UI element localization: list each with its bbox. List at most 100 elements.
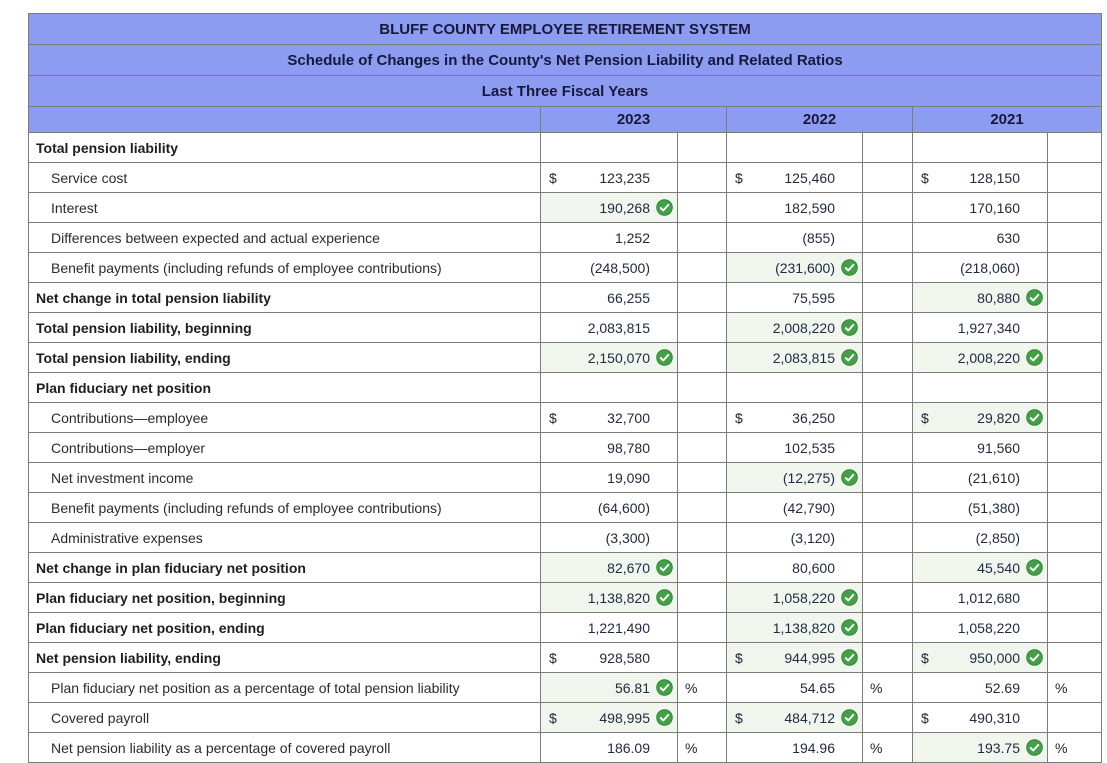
spacer-cell: [1046, 372, 1103, 403]
value-cell[interactable]: $498,995: [540, 702, 678, 733]
value-cell[interactable]: 1,012,680: [912, 582, 1048, 613]
value-cell-content: (21,610): [914, 464, 1046, 491]
value-cell[interactable]: 19,090: [540, 462, 678, 493]
table-row: Net investment income 19,090 (12,275) (21,6…: [28, 462, 1103, 493]
currency-symbol: $: [921, 649, 929, 666]
value-cell[interactable]: 1,138,820: [726, 612, 863, 643]
value-cell: [726, 132, 863, 163]
spacer-cell: [862, 462, 913, 493]
value-cell[interactable]: 45,540: [912, 552, 1048, 583]
value-cell[interactable]: 80,600: [726, 552, 863, 583]
percent-cell: %: [677, 672, 727, 703]
value-cell[interactable]: 56.81: [540, 672, 678, 703]
cell-value: 484,712: [784, 709, 835, 726]
value-cell[interactable]: 2,150,070: [540, 342, 678, 373]
title-row-2: Schedule of Changes in the County's Net …: [27, 44, 1103, 76]
cell-value: 1,221,490: [587, 619, 650, 636]
value-cell[interactable]: 2,008,220: [912, 342, 1048, 373]
value-cell[interactable]: 82,670: [540, 552, 678, 583]
spacer-cell: [677, 192, 727, 223]
value-cell[interactable]: (218,060): [912, 252, 1048, 283]
value-cell[interactable]: 52.69: [912, 672, 1048, 703]
row-label: Plan fiduciary net position as a percent…: [28, 672, 541, 703]
spacer-cell: [862, 402, 913, 433]
spacer-cell: [677, 222, 727, 253]
value-cell[interactable]: $29,820: [912, 402, 1048, 433]
correct-check-icon: [838, 619, 858, 636]
cell-value: (12,275): [782, 469, 835, 486]
value-cell[interactable]: $950,000: [912, 642, 1048, 673]
correct-check-icon: [1023, 349, 1043, 366]
table-header: BLUFF COUNTY EMPLOYEE RETIREMENT SYSTEM …: [27, 13, 1103, 133]
table-period-caption: Last Three Fiscal Years: [27, 75, 1103, 107]
value-cell-content: (3,120): [728, 524, 861, 551]
value-cell[interactable]: 54.65: [726, 672, 863, 703]
value-cell[interactable]: $32,700: [540, 402, 678, 433]
value-cell[interactable]: 1,221,490: [540, 612, 678, 643]
value-cell-content: $484,712: [728, 704, 861, 731]
value-cell[interactable]: $125,460: [726, 162, 863, 193]
value-cell[interactable]: 80,880: [912, 282, 1048, 313]
value-cell[interactable]: 1,927,340: [912, 312, 1048, 343]
cell-value: 54.65: [799, 679, 835, 696]
value-cell[interactable]: 2,008,220: [726, 312, 863, 343]
value-cell-content: (2,850): [914, 524, 1046, 551]
currency-symbol: $: [549, 709, 557, 726]
value-cell[interactable]: 1,058,220: [726, 582, 863, 613]
table-row: Net change in plan fiduciary net positio…: [28, 552, 1103, 583]
value-cell[interactable]: $36,250: [726, 402, 863, 433]
value-cell[interactable]: 98,780: [540, 432, 678, 463]
value-cell[interactable]: 170,160: [912, 192, 1048, 223]
value-cell[interactable]: (51,380): [912, 492, 1048, 523]
spacer-cell: [1046, 702, 1103, 733]
value-cell[interactable]: (3,120): [726, 522, 863, 553]
value-cell[interactable]: 66,255: [540, 282, 678, 313]
cell-value: (64,600): [597, 499, 650, 516]
value-cell[interactable]: $123,235: [540, 162, 678, 193]
value-cell[interactable]: 630: [912, 222, 1048, 253]
value-cell-content: (51,380): [914, 494, 1046, 521]
value-cell-content: (12,275): [728, 464, 861, 491]
value-cell[interactable]: 91,560: [912, 432, 1048, 463]
value-cell[interactable]: (3,300): [540, 522, 678, 553]
value-cell[interactable]: 2,083,815: [540, 312, 678, 343]
row-label: Covered payroll: [28, 702, 541, 733]
value-cell[interactable]: (42,790): [726, 492, 863, 523]
value-cell[interactable]: $944,995: [726, 642, 863, 673]
value-cell[interactable]: 2,083,815: [726, 342, 863, 373]
cell-value: 193.75: [977, 739, 1020, 756]
cell-value: 944,995: [784, 649, 835, 666]
value-cell[interactable]: $928,580: [540, 642, 678, 673]
value-cell[interactable]: (248,500): [540, 252, 678, 283]
table-row: Net change in total pension liability 66,…: [28, 282, 1103, 313]
value-cell[interactable]: (231,600): [726, 252, 863, 283]
spacer-cell: [862, 642, 913, 673]
value-cell[interactable]: 182,590: [726, 192, 863, 223]
value-cell[interactable]: 190,268: [540, 192, 678, 223]
value-cell-content: [542, 134, 676, 161]
cell-value: 490,310: [969, 709, 1020, 726]
row-label: Plan fiduciary net position, ending: [28, 612, 541, 643]
value-cell[interactable]: (64,600): [540, 492, 678, 523]
value-cell[interactable]: 75,595: [726, 282, 863, 313]
value-cell[interactable]: 1,138,820: [540, 582, 678, 613]
value-cell[interactable]: (12,275): [726, 462, 863, 493]
value-cell[interactable]: (2,850): [912, 522, 1048, 553]
value-cell[interactable]: 193.75: [912, 732, 1048, 763]
value-cell[interactable]: 194.96: [726, 732, 863, 763]
value-cell[interactable]: 1,058,220: [912, 612, 1048, 643]
value-cell[interactable]: $484,712: [726, 702, 863, 733]
value-cell[interactable]: 1,252: [540, 222, 678, 253]
spacer-cell: [862, 282, 913, 313]
spacer-cell: [677, 462, 727, 493]
value-cell[interactable]: (21,610): [912, 462, 1048, 493]
cell-value: 91,560: [977, 439, 1020, 456]
table-row: Benefit payments (including refunds of e…: [28, 252, 1103, 283]
percent-sign: %: [1055, 679, 1068, 696]
value-cell[interactable]: 186.09: [540, 732, 678, 763]
value-cell[interactable]: (855): [726, 222, 863, 253]
value-cell[interactable]: $128,150: [912, 162, 1048, 193]
value-cell-content: 190,268: [542, 194, 676, 221]
value-cell[interactable]: $490,310: [912, 702, 1048, 733]
value-cell[interactable]: 102,535: [726, 432, 863, 463]
